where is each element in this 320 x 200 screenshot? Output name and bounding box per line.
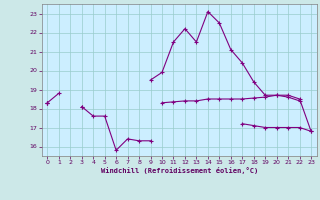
X-axis label: Windchill (Refroidissement éolien,°C): Windchill (Refroidissement éolien,°C) <box>100 167 258 174</box>
